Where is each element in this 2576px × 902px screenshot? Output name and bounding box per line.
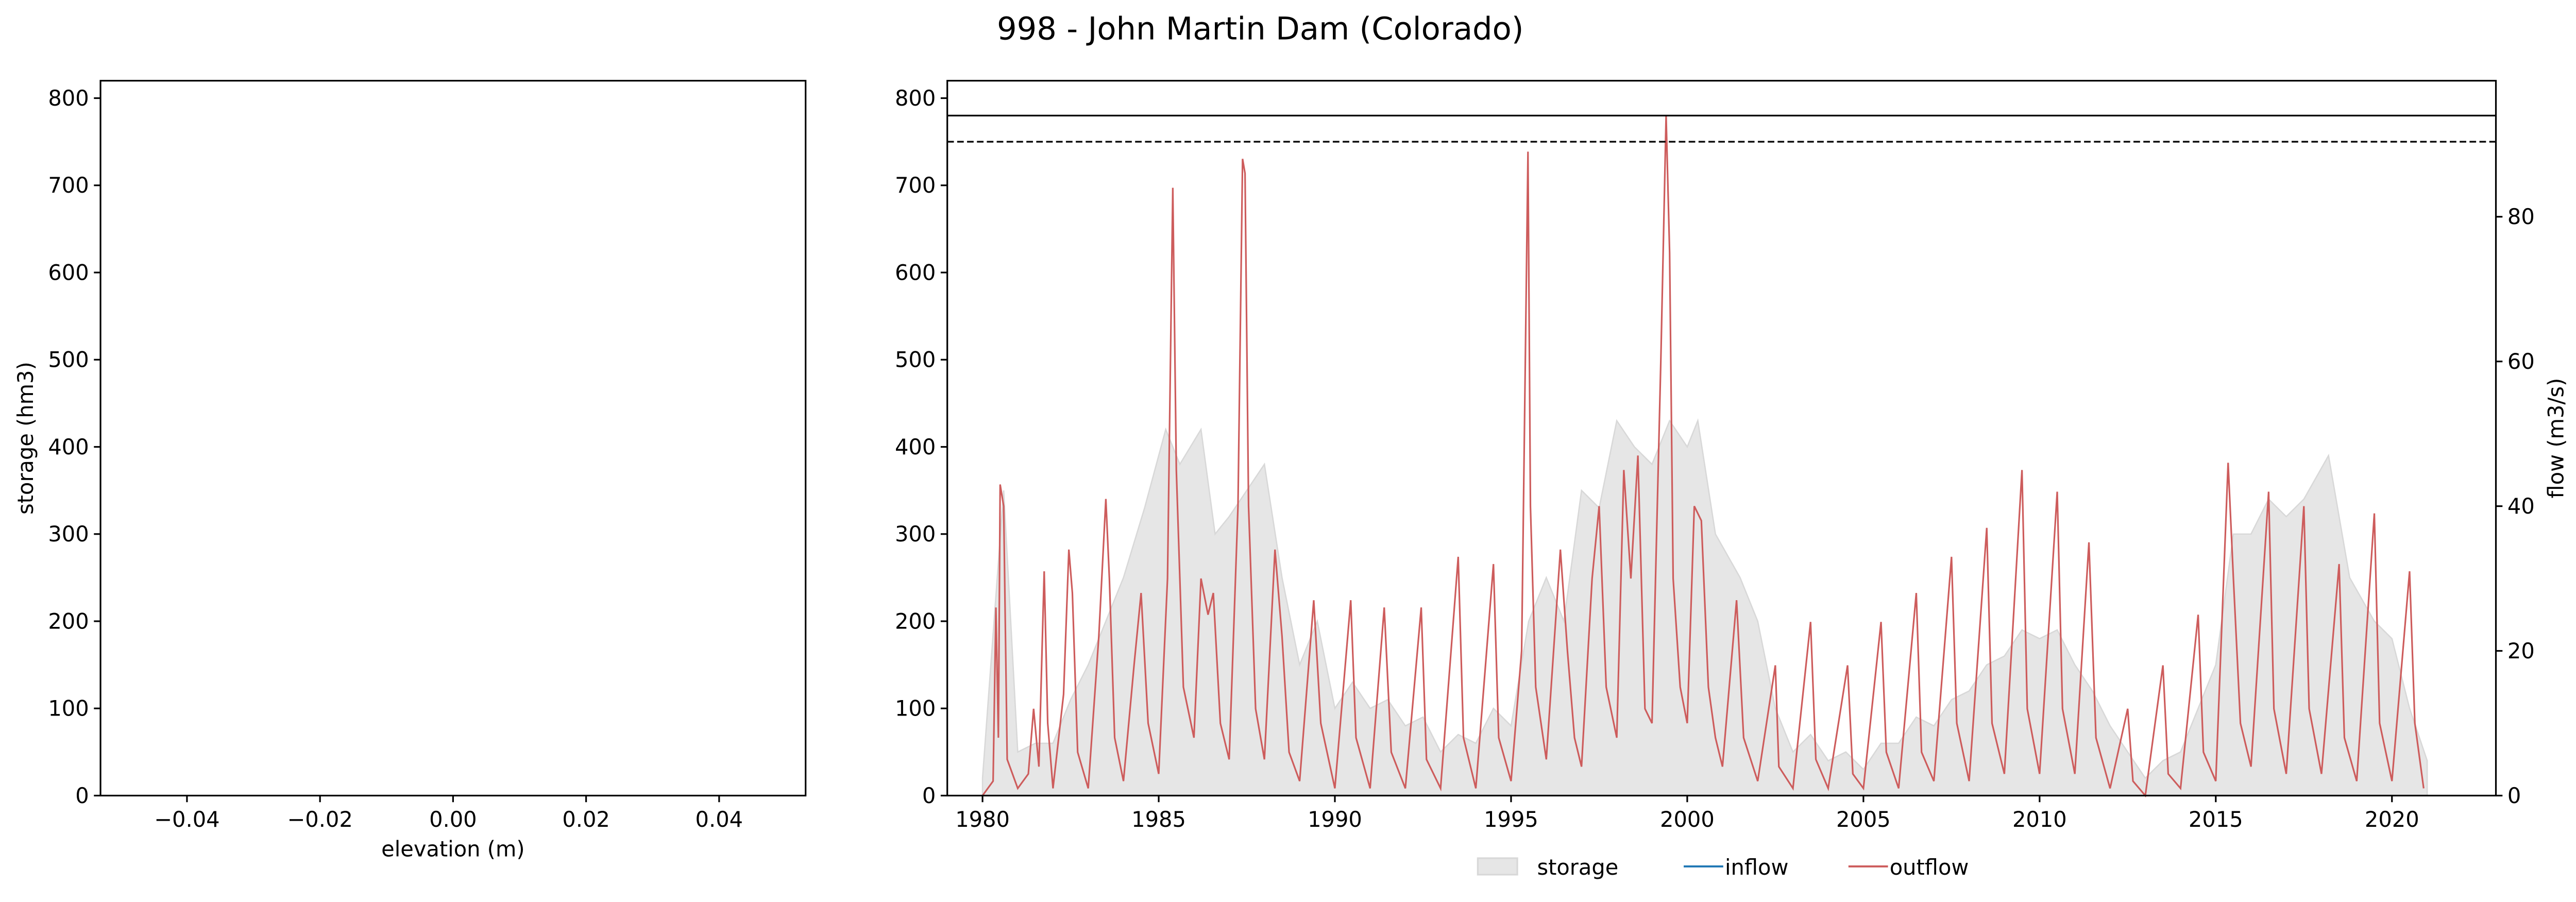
y2-tick-label: 0 <box>2507 783 2521 808</box>
legend-label: outflow <box>1890 855 1969 880</box>
y-tick-label: 400 <box>895 434 936 459</box>
x-tick-label: 0.00 <box>429 807 477 832</box>
y-tick-label: 100 <box>895 696 936 721</box>
y2-tick-label: 20 <box>2507 638 2535 663</box>
x-tick-label: 1995 <box>1484 807 1538 832</box>
y-tick-label: 500 <box>48 347 89 372</box>
y2-tick-label: 60 <box>2507 349 2535 374</box>
y2-tick-label: 80 <box>2507 204 2535 229</box>
x-tick-label: −0.02 <box>287 807 352 832</box>
figure-title: 998 - John Martin Dam (Colorado) <box>997 11 1524 47</box>
y-tick-label: 100 <box>48 696 89 721</box>
y-tick-label: 0 <box>922 783 936 808</box>
x-tick-label: 2010 <box>2012 807 2067 832</box>
outflow-line <box>981 115 2425 798</box>
x-tick-label: 0.02 <box>562 807 610 832</box>
y-tick-label: 200 <box>48 608 89 634</box>
x-tick-label: 1990 <box>1308 807 1362 832</box>
y-tick-label: 400 <box>48 434 89 459</box>
plot-frame <box>99 80 807 797</box>
plot-frame <box>946 80 2497 797</box>
y-tick-label: 600 <box>48 260 89 285</box>
y-tick-label: 0 <box>75 783 89 808</box>
x-tick-label: −0.04 <box>154 807 219 832</box>
legend-label: inflow <box>1725 855 1788 880</box>
x-axis-label: elevation (m) <box>381 837 524 862</box>
x-tick-label: 2015 <box>2189 807 2243 832</box>
x-tick-label: 1980 <box>955 807 1010 832</box>
y-tick-label: 300 <box>895 521 936 547</box>
legend-swatch <box>1477 857 1518 876</box>
y-tick-label: 800 <box>48 86 89 111</box>
legend-label: storage <box>1537 855 1618 880</box>
y-tick-label: 600 <box>895 260 936 285</box>
y-tick-label: 800 <box>895 86 936 111</box>
y2-tick-label: 40 <box>2507 493 2535 519</box>
x-tick-label: 1985 <box>1131 807 1186 832</box>
y-tick-label: 200 <box>895 608 936 634</box>
x-tick-label: 2005 <box>1836 807 1891 832</box>
y-tick-label: 700 <box>48 173 89 198</box>
y-tick-label: 300 <box>48 521 89 547</box>
y2-axis-label: flow (m3/s) <box>2544 378 2569 499</box>
x-tick-label: 2000 <box>1660 807 1715 832</box>
x-tick-label: 2020 <box>2365 807 2419 832</box>
x-tick-label: 0.04 <box>696 807 743 832</box>
y-axis-label: storage (hm3) <box>13 362 38 515</box>
y-tick-label: 700 <box>895 173 936 198</box>
y-tick-label: 500 <box>895 347 936 372</box>
